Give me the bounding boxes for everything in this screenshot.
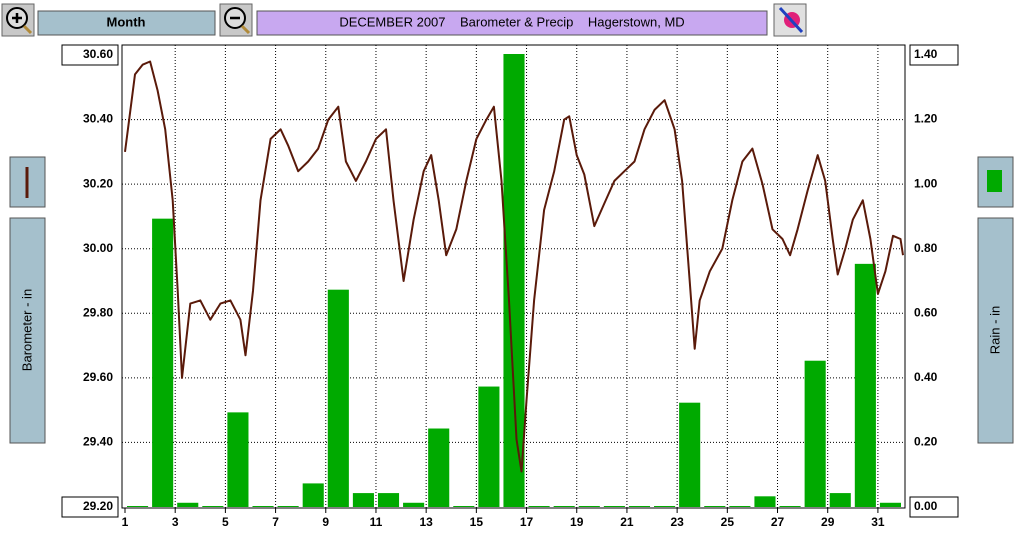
y2-tick-label: 0.60 (914, 305, 938, 319)
x-tick-label: 9 (322, 515, 329, 529)
period-button[interactable]: Month (37, 10, 216, 36)
rain-bar (729, 506, 751, 507)
rain-bar (779, 506, 801, 507)
rain-bar (704, 506, 726, 507)
handle (22, 24, 33, 35)
y2-tick-label: 1.00 (914, 176, 938, 190)
y2-tick-label: 0.20 (914, 435, 938, 449)
rain-bar (854, 263, 876, 507)
y-tick-label: 30.40 (83, 112, 113, 126)
rain-bar (352, 493, 374, 507)
x-tick-label: 19 (570, 515, 584, 529)
x-tick-label: 15 (470, 515, 484, 529)
bar-series-button[interactable] (977, 156, 1014, 208)
line-series-button[interactable] (9, 156, 46, 208)
y-tick-label: 30.60 (83, 47, 113, 61)
x-tick-label: 13 (419, 515, 433, 529)
rain-bar (428, 428, 450, 507)
x-tick-label: 5 (222, 515, 229, 529)
y-tick-label: 29.60 (83, 370, 113, 384)
rain-bar (553, 506, 575, 507)
rain-bar (578, 506, 600, 507)
rain-bar (127, 506, 149, 507)
x-tick-label: 11 (370, 515, 383, 529)
options-button[interactable] (773, 3, 807, 37)
rain-bar (252, 506, 274, 507)
rain-bar (202, 506, 224, 507)
y2-tick-label: 0.80 (914, 241, 938, 255)
y-tick-label: 29.40 (83, 435, 113, 449)
rain-bar (177, 502, 199, 507)
rain-bar (754, 496, 776, 507)
y2-tick-label: 0.00 (914, 499, 938, 513)
rain-bar (503, 54, 525, 507)
rain-bar (528, 506, 550, 507)
rain-bar (277, 506, 299, 507)
y-tick-label: 29.80 (83, 305, 113, 319)
y2-axis-button[interactable] (977, 217, 1014, 444)
rain-bar (377, 493, 400, 507)
button-face[interactable] (37, 10, 216, 36)
tick-box (61, 44, 119, 66)
icon-stroke (778, 6, 804, 34)
rain-bar (478, 386, 500, 507)
x-tick-label: 31 (871, 515, 885, 529)
handle (240, 24, 251, 35)
x-tick-label: 17 (520, 515, 534, 529)
rain-bar (804, 360, 826, 507)
x-tick-label: 7 (272, 515, 279, 529)
rain-bar (227, 412, 249, 507)
rain-bar (679, 402, 701, 507)
rain-bar (403, 502, 425, 507)
rain-bar (654, 506, 676, 507)
tick-box (909, 496, 959, 518)
rain-bar (603, 506, 625, 507)
tick-box (61, 496, 119, 518)
x-tick-label: 3 (172, 515, 179, 529)
x-tick-label: 1 (122, 515, 129, 529)
plus (12, 13, 22, 23)
rain-bar (829, 493, 851, 507)
x-tick-label: 21 (620, 515, 634, 529)
chart-title: DECEMBER 2007 Barometer & Precip Hagerst… (339, 14, 684, 29)
barometer-line (124, 60, 904, 473)
x-tick-label: 25 (721, 515, 735, 529)
x-tick-label: 29 (821, 515, 835, 529)
rain-bar (152, 218, 174, 507)
y2-tick-label: 0.40 (914, 370, 938, 384)
legend-swatch (987, 170, 1002, 192)
period-label: Month (107, 14, 146, 29)
x-tick-label: 23 (670, 515, 684, 529)
rain-bar (302, 483, 324, 507)
zoom-out-button[interactable] (219, 3, 253, 37)
y-axis-label: Barometer - in (19, 289, 34, 371)
y-tick-label: 30.20 (83, 176, 113, 190)
y-axis-button[interactable] (9, 217, 46, 444)
y2-tick-label: 1.20 (914, 112, 938, 126)
y-tick-label: 30.00 (83, 241, 113, 255)
y-tick-label: 29.20 (83, 499, 113, 513)
rain-bar (628, 506, 651, 507)
title-bar (256, 10, 768, 36)
y2-axis-label: Rain - in (987, 306, 1002, 354)
plot: 29.2029.4029.6029.8030.0030.2030.4030.60… (61, 44, 959, 529)
rain-bar (453, 506, 475, 507)
tick-box (909, 44, 959, 66)
x-tick-label: 27 (771, 515, 785, 529)
zoom-in-button[interactable] (1, 3, 35, 37)
rain-bar (879, 502, 901, 507)
rain-bar (327, 289, 349, 507)
y2-tick-label: 1.40 (914, 47, 938, 61)
